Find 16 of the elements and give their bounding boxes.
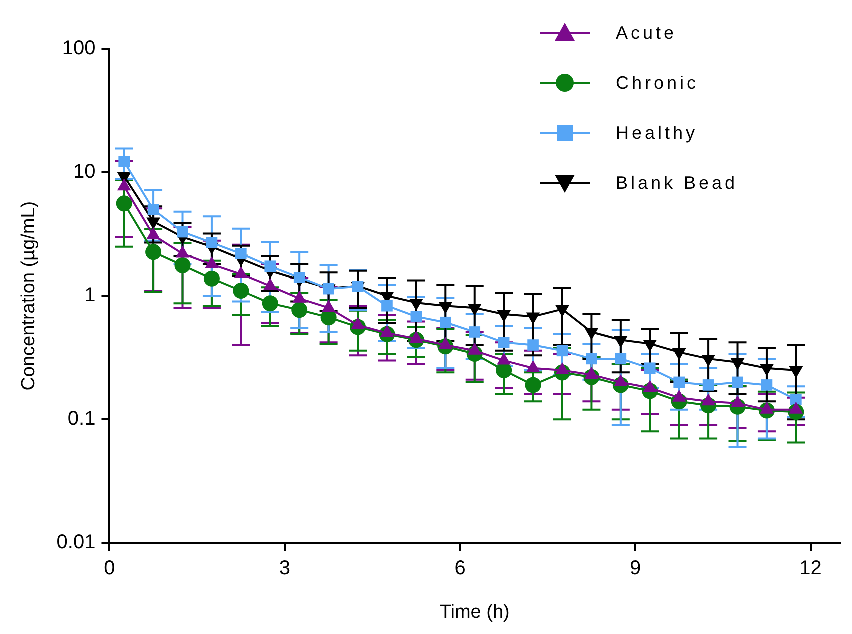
x-tick-label: 3 (279, 558, 291, 580)
legend-label: Acute (616, 22, 678, 44)
x-tick-label: 9 (630, 558, 642, 580)
y-tick-label: 0.01 (56, 532, 96, 554)
y-tick-label: 1 (84, 284, 96, 307)
x-tick-label: 6 (454, 558, 466, 580)
x-axis-title: Time (h) (440, 602, 510, 623)
y-axis-title: Concentration (µg/mL) (18, 201, 40, 391)
y-tick-label: 0.1 (68, 408, 96, 430)
legend-label: Healthy (616, 122, 698, 144)
x-tick-label: 0 (104, 558, 116, 580)
y-tick-label: 100 (62, 38, 96, 60)
y-tick-label: 10 (73, 161, 96, 184)
x-tick-label: 12 (800, 558, 822, 580)
legend-label: Chronic (616, 72, 700, 94)
legend-label: Blank Bead (616, 172, 738, 194)
